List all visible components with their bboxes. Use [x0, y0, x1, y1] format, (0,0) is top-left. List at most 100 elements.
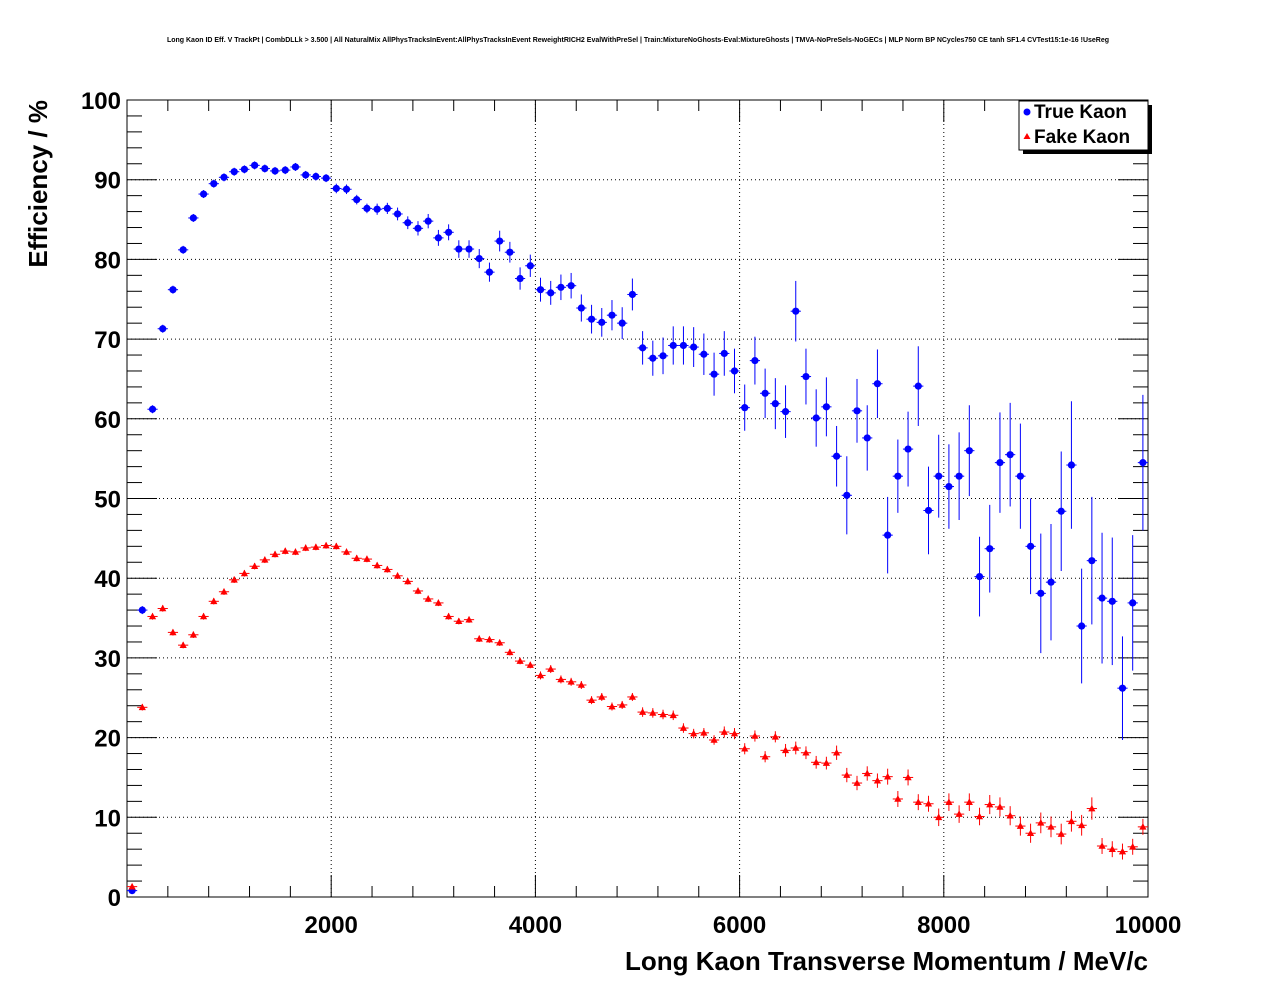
y-tick-label: 70 — [94, 327, 121, 354]
data-point — [690, 729, 698, 737]
data-point — [955, 810, 963, 817]
data-point — [179, 246, 187, 254]
data-point — [945, 798, 953, 805]
y-tick-label: 20 — [94, 726, 121, 753]
data-point — [894, 472, 902, 480]
data-point — [802, 372, 810, 381]
data-point — [832, 452, 841, 460]
data-point — [1057, 507, 1065, 515]
data-point — [996, 803, 1004, 810]
data-point — [761, 389, 769, 397]
data-point — [935, 472, 943, 480]
data-point — [1098, 842, 1106, 849]
y-axis-label: Efficiency / % — [23, 100, 53, 268]
data-point — [1047, 823, 1055, 830]
y-tick-label: 0 — [108, 885, 121, 912]
data-point — [945, 482, 953, 491]
data-point — [884, 772, 892, 780]
data-point — [1078, 821, 1086, 829]
data-point — [220, 587, 228, 595]
data-point — [455, 245, 463, 253]
data-point — [547, 289, 555, 297]
data-point — [485, 268, 494, 276]
data-point — [159, 604, 167, 612]
data-point — [475, 634, 483, 642]
data-point — [373, 561, 381, 569]
y-tick-label: 50 — [94, 487, 121, 514]
data-point — [1067, 817, 1076, 825]
data-point — [240, 165, 249, 173]
data-point — [1037, 589, 1045, 597]
data-point — [965, 798, 973, 805]
data-point — [159, 325, 167, 333]
y-tick-labels: 0 10 20 30 40 50 60 70 80 90 100 — [81, 88, 121, 912]
data-point — [363, 204, 371, 212]
data-point — [1139, 459, 1147, 467]
data-point — [261, 556, 269, 563]
data-point — [730, 729, 739, 737]
y-tick-label: 90 — [94, 168, 121, 195]
data-point — [465, 245, 473, 253]
y-tick-label: 60 — [94, 407, 121, 434]
data-point — [536, 286, 545, 294]
legend-box — [1018, 100, 1149, 151]
data-point — [506, 648, 514, 656]
data-point — [792, 744, 800, 751]
data-point — [659, 352, 667, 360]
data-point — [496, 638, 504, 646]
data-point — [179, 641, 187, 648]
data-point — [1037, 819, 1045, 826]
data-point — [1026, 542, 1035, 550]
data-point — [1006, 451, 1014, 459]
data-point — [975, 573, 984, 581]
data-point — [557, 283, 565, 291]
data-point — [1139, 823, 1147, 830]
data-point — [424, 217, 432, 225]
plot-frame — [126, 99, 1149, 898]
data-point — [220, 173, 228, 181]
data-point — [251, 562, 259, 570]
data-point — [771, 400, 779, 408]
data-point — [1047, 578, 1055, 586]
data-point — [189, 630, 197, 638]
data-point — [802, 748, 810, 756]
x-tick-label: 8000 — [917, 912, 970, 939]
data-point — [955, 472, 963, 480]
data-point — [1118, 847, 1127, 855]
data-point — [812, 414, 820, 422]
x-tick-label: 4000 — [509, 912, 562, 939]
data-point — [322, 174, 330, 182]
data-point — [618, 319, 626, 327]
data-point — [924, 506, 933, 515]
data-point — [332, 184, 340, 193]
data-point — [567, 678, 575, 685]
data-series — [127, 161, 1148, 895]
data-point — [853, 407, 861, 415]
legend: True Kaon Fake Kaon — [1018, 100, 1152, 154]
x-tick-labels: 2000 4000 6000 8000 10000 — [305, 912, 1182, 939]
grid-lines — [127, 100, 1148, 897]
data-point — [1016, 822, 1024, 829]
y-tick-label: 80 — [94, 247, 121, 274]
data-point — [302, 544, 310, 551]
data-point — [751, 732, 759, 739]
data-point — [516, 657, 524, 664]
data-point — [649, 709, 657, 716]
data-point — [373, 205, 381, 213]
data-point — [1057, 830, 1065, 837]
data-point — [434, 234, 443, 242]
data-point — [291, 163, 300, 171]
data-point — [445, 612, 453, 620]
data-point — [281, 166, 289, 174]
data-point — [669, 341, 677, 350]
data-point — [986, 545, 994, 553]
data-point — [271, 167, 279, 175]
data-point — [404, 219, 412, 227]
data-point — [536, 671, 545, 679]
data-point — [618, 701, 626, 708]
data-point — [577, 304, 585, 312]
data-point — [720, 728, 728, 735]
data-point — [751, 357, 759, 365]
data-point — [128, 882, 136, 890]
data-point — [587, 315, 596, 323]
